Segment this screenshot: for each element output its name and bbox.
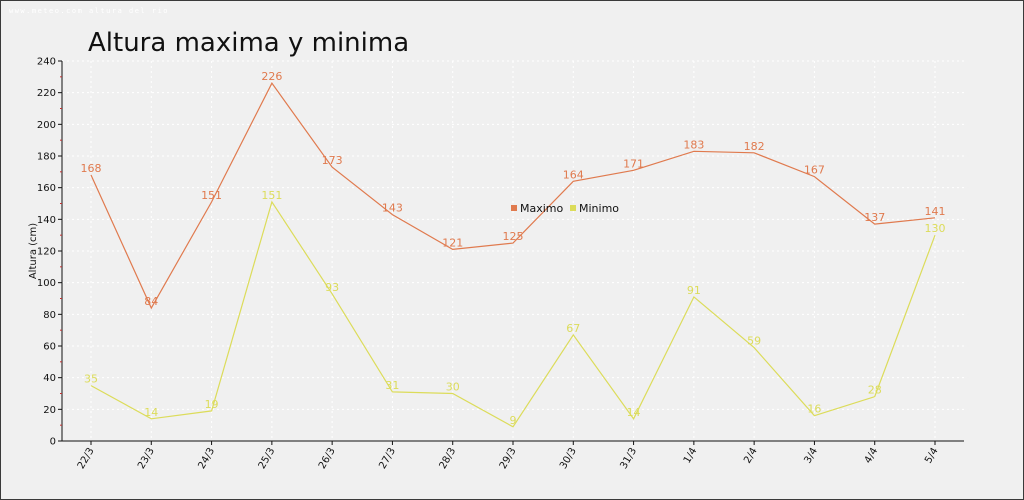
- data-label-maximo: 84: [144, 295, 158, 308]
- x-tick-label: 29/3: [498, 446, 519, 471]
- x-tick-label: 3/4: [802, 446, 820, 465]
- x-tick-label: 22/3: [76, 446, 97, 471]
- data-label-maximo: 167: [804, 164, 825, 177]
- data-label-maximo: 137: [864, 211, 885, 224]
- legend-label-maximo: Maximo: [520, 202, 564, 215]
- y-tick-label: 160: [37, 183, 56, 194]
- data-label-minimo: 14: [144, 406, 158, 419]
- data-label-minimo: 28: [868, 384, 882, 397]
- y-tick-label: 120: [37, 247, 56, 258]
- data-label-minimo: 19: [205, 398, 219, 411]
- data-label-minimo: 59: [747, 335, 761, 348]
- x-tick-label: 28/3: [438, 446, 459, 471]
- legend-swatch-minimo: [570, 205, 576, 211]
- data-label-maximo: 141: [925, 205, 946, 218]
- y-tick-label: 200: [37, 120, 56, 131]
- data-label-minimo: 14: [627, 406, 641, 419]
- y-tick-label: 220: [37, 88, 56, 99]
- x-tick-label: 30/3: [558, 446, 579, 471]
- data-label-minimo: 16: [807, 403, 821, 416]
- x-tick-label: 2/4: [742, 446, 760, 465]
- watermark: www.meteo.com altura del rio: [9, 7, 170, 15]
- data-label-maximo: 121: [442, 236, 463, 249]
- series-group: 168 84 151 226 173 143 121 125 164 171 183 182 167 13…: [81, 70, 946, 428]
- data-label-maximo: 183: [683, 138, 704, 151]
- data-label-maximo: 171: [623, 157, 644, 170]
- data-label-minimo: 30: [446, 381, 460, 394]
- data-label-minimo: 93: [325, 281, 339, 294]
- y-tick-label: 140: [37, 215, 56, 226]
- data-label-minimo: 130: [925, 222, 946, 235]
- data-label-maximo: 164: [563, 168, 584, 181]
- data-label-maximo: 125: [503, 230, 524, 243]
- data-label-minimo: 67: [566, 322, 580, 335]
- data-label-maximo: 143: [382, 202, 403, 215]
- y-ticks: 0 20 40 60 80 100 120 140 160 180 200 220 240: [37, 57, 62, 448]
- x-tick-label: 24/3: [196, 446, 217, 471]
- x-tick-label: 27/3: [377, 446, 398, 471]
- x-tick-label: 5/4: [923, 446, 941, 465]
- y-tick-label: 40: [43, 373, 56, 384]
- x-tick-label: 25/3: [257, 446, 278, 471]
- data-label-maximo: 168: [81, 162, 102, 175]
- series-line-minimo: [90, 200, 936, 428]
- legend-label-minimo: Minimo: [579, 202, 619, 215]
- y-tick-label: 0: [50, 437, 56, 448]
- x-tick-label: 26/3: [317, 446, 338, 471]
- legend-swatch-maximo: [511, 205, 517, 211]
- data-label-minimo: 35: [84, 373, 98, 386]
- data-label-minimo: 9: [510, 414, 517, 427]
- data-label-maximo: 226: [261, 70, 282, 83]
- y-tick-label: 20: [43, 405, 56, 416]
- legend: Maximo Minimo: [511, 202, 619, 215]
- y-tick-label: 100: [37, 278, 56, 289]
- x-ticks: 22/3 23/3 24/3 25/3 26/3 27/3 28/3 29/3 30/3 31/3…: [76, 441, 941, 471]
- data-label-maximo: 182: [744, 140, 765, 153]
- data-label-maximo: 173: [322, 154, 343, 167]
- y-tick-label: 80: [43, 310, 56, 321]
- grid: [62, 60, 964, 441]
- x-tick-label: 1/4: [682, 446, 700, 465]
- x-tick-label: 23/3: [136, 446, 157, 471]
- y-tick-label: 60: [43, 342, 56, 353]
- y-tick-label: 180: [37, 152, 56, 163]
- data-label-minimo: 151: [261, 189, 282, 202]
- x-tick-label: 31/3: [618, 446, 639, 471]
- data-label-minimo: 91: [687, 284, 701, 297]
- series-line-maximo: [90, 82, 936, 310]
- data-label-maximo: 151: [201, 189, 222, 202]
- x-tick-label: 4/4: [863, 446, 881, 465]
- chart-title: Altura maxima y minima: [88, 28, 409, 58]
- data-label-minimo: 31: [385, 379, 399, 392]
- y-tick-label: 240: [37, 57, 56, 68]
- y-axis-label: Altura (cm): [28, 223, 39, 279]
